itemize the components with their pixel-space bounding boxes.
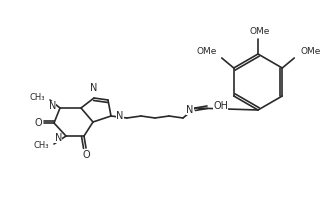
Text: N: N xyxy=(49,101,56,111)
Text: N: N xyxy=(90,83,98,93)
Text: CH₃: CH₃ xyxy=(33,142,49,151)
Text: OMe: OMe xyxy=(250,28,270,37)
Text: O: O xyxy=(34,118,42,128)
Text: N: N xyxy=(116,111,123,121)
Text: OMe: OMe xyxy=(196,47,217,56)
Text: N: N xyxy=(55,133,62,143)
Text: N: N xyxy=(186,105,193,115)
Text: CH₃: CH₃ xyxy=(29,93,45,102)
Text: OMe: OMe xyxy=(300,47,321,56)
Text: OH: OH xyxy=(213,101,228,111)
Text: O: O xyxy=(82,150,90,160)
